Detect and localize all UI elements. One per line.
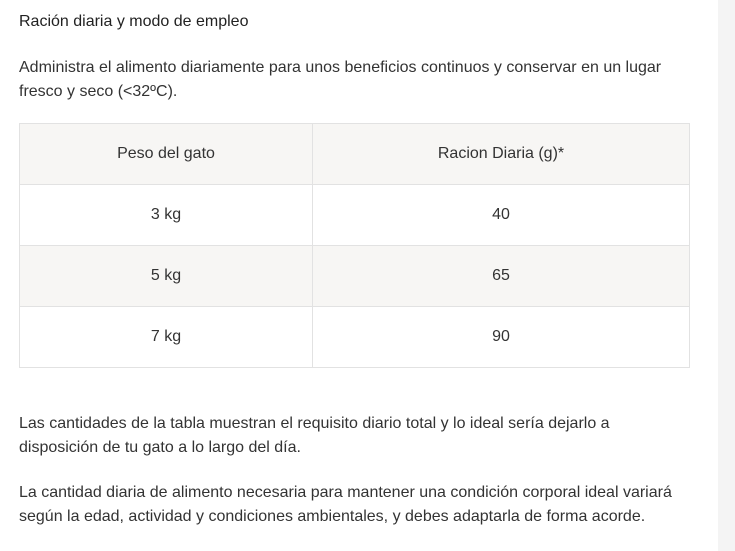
feeding-table-wrapper: Peso del gato Racion Diaria (g)* 3 kg 40… [19, 123, 690, 368]
cell-ration: 90 [312, 306, 690, 368]
cell-ration: 40 [312, 184, 690, 246]
table-header-row: Peso del gato Racion Diaria (g)* [19, 123, 690, 185]
side-gutter [718, 0, 735, 551]
header-daily-ration: Racion Diaria (g)* [312, 123, 690, 185]
table-row: 3 kg 40 [19, 184, 690, 246]
cell-weight: 3 kg [19, 184, 313, 246]
table-row: 7 kg 90 [19, 306, 690, 368]
section-title: Ración diaria y modo de empleo [19, 13, 249, 30]
cell-weight: 5 kg [19, 245, 313, 307]
intro-paragraph: Administra el alimento diariamente para … [19, 59, 662, 100]
table-row: 5 kg 65 [19, 245, 690, 307]
header-cat-weight: Peso del gato [19, 123, 313, 185]
note-paragraph-daily-requirement: Las cantidades de la tabla muestran el r… [19, 415, 610, 456]
feeding-table: Peso del gato Racion Diaria (g)* 3 kg 40… [19, 123, 690, 368]
note-paragraph-adjust-quantity: La cantidad diaria de alimento necesaria… [19, 484, 672, 525]
cell-ration: 65 [312, 245, 690, 307]
cell-weight: 7 kg [19, 306, 313, 368]
